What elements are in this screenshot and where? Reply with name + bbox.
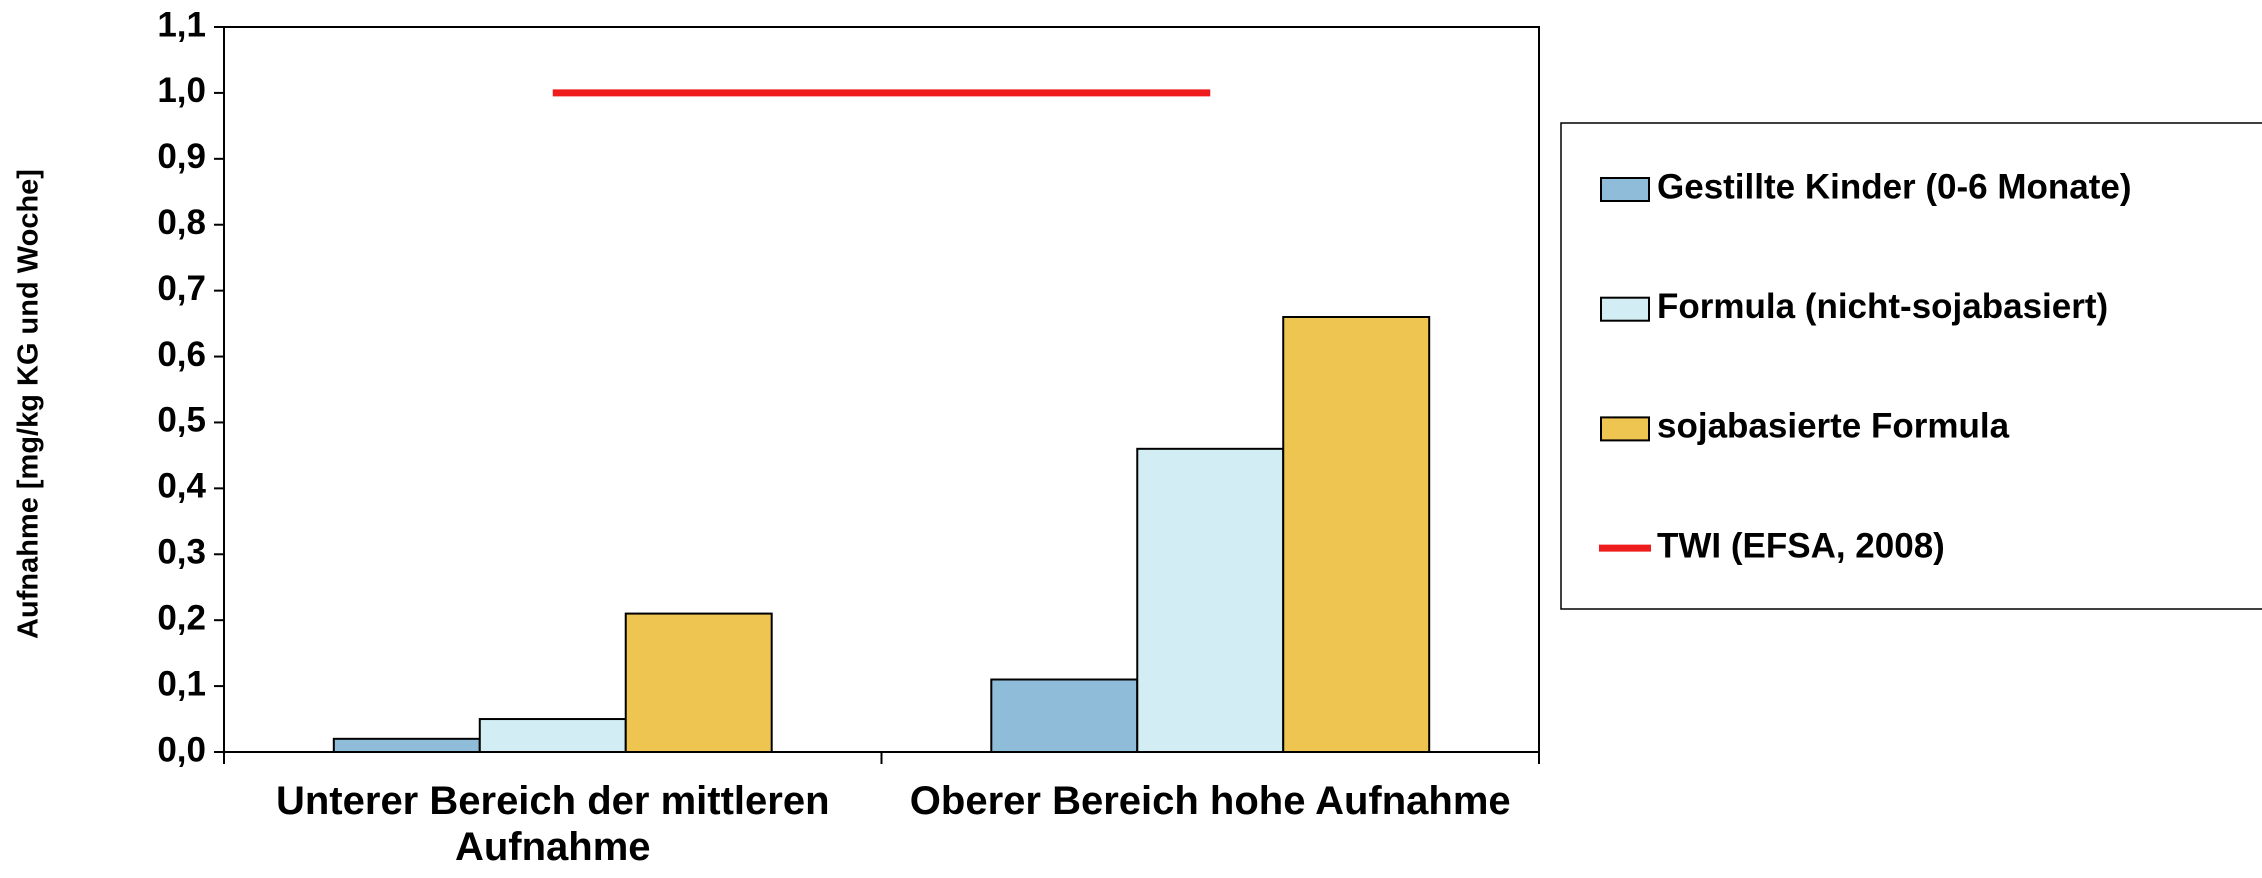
bar <box>990 678 1139 753</box>
bar <box>332 737 481 753</box>
legend-label: Gestillte Kinder (0-6 Monate) <box>1657 167 2132 206</box>
y-tick-label: 1,0 <box>157 71 206 110</box>
bar <box>1136 447 1285 753</box>
legend-swatch <box>1600 177 1650 202</box>
legend-label: sojabasierte Formula <box>1657 407 2010 446</box>
legend-swatch <box>1600 296 1650 322</box>
bar <box>1282 316 1431 753</box>
y-tick-label: 0,3 <box>157 533 206 572</box>
legend-box <box>1560 122 2262 610</box>
legend-swatch <box>1600 416 1650 442</box>
y-tick-label: 0,4 <box>157 467 206 506</box>
y-tick-label: 0,6 <box>157 335 206 374</box>
y-tick-label: 0,8 <box>157 203 206 242</box>
x-tick-label: Oberer Bereich hohe Aufnahme <box>909 779 1511 823</box>
y-tick-label: 0,7 <box>157 269 206 308</box>
y-tick-label: 1,1 <box>157 5 206 44</box>
legend-label: Formula (nicht-sojabasiert) <box>1657 287 2108 326</box>
y-axis-label: Aufnahme [mg/kg KG und Woche] <box>13 169 45 639</box>
y-tick-label: 0,9 <box>157 137 206 176</box>
y-tick-label: 0,0 <box>157 730 206 769</box>
legend-label: TWI (EFSA, 2008) <box>1657 526 1945 565</box>
bar <box>624 612 773 753</box>
bar <box>478 718 627 754</box>
y-tick-label: 0,5 <box>157 401 206 440</box>
y-tick-label: 0,1 <box>157 664 206 703</box>
y-tick-label: 0,2 <box>157 598 206 637</box>
x-tick-label: Unterer Bereich der mittleren Aufnahme <box>275 779 830 869</box>
